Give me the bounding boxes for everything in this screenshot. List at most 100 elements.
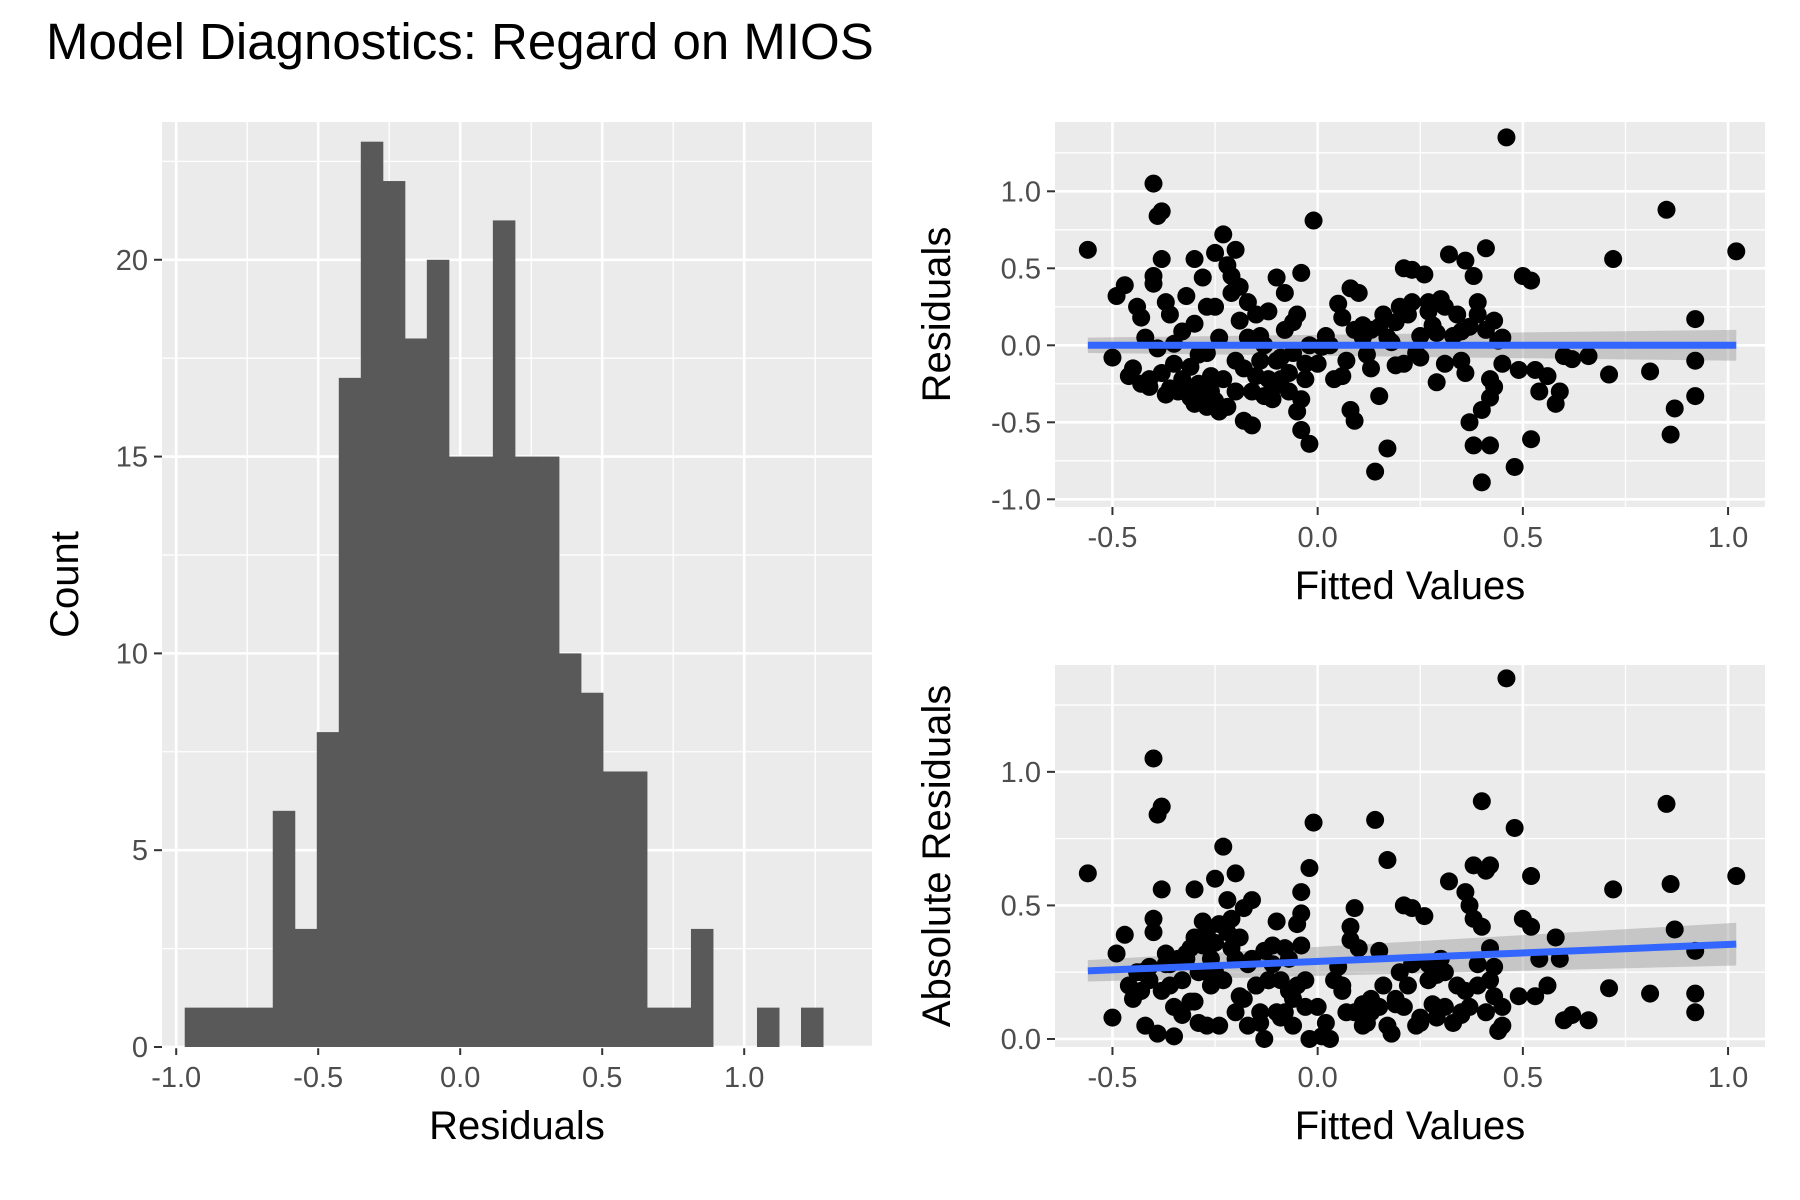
data-point bbox=[1579, 347, 1598, 366]
data-point bbox=[1600, 979, 1619, 998]
y-axis-title: Count bbox=[43, 531, 87, 638]
data-point bbox=[1333, 367, 1352, 386]
data-point bbox=[1296, 997, 1315, 1016]
data-point bbox=[1259, 971, 1278, 990]
x-tick-label: 1.0 bbox=[1708, 522, 1748, 554]
data-point bbox=[1300, 1029, 1319, 1048]
residual-histogram: -1.0 -0.5 0.0 0.5 1.0 0 5 10 15 20 Residuals Count bbox=[43, 122, 872, 1148]
data-point bbox=[1308, 997, 1327, 1016]
fit-line bbox=[1087, 940, 1737, 975]
data-point bbox=[1456, 364, 1475, 383]
data-point bbox=[1657, 200, 1676, 219]
data-point bbox=[1218, 397, 1237, 416]
data-point bbox=[1349, 283, 1368, 302]
data-point bbox=[1263, 936, 1282, 955]
data-point bbox=[1538, 976, 1557, 995]
y-tick-label: 0.5 bbox=[1001, 253, 1041, 285]
histogram-bar bbox=[206, 1007, 230, 1047]
data-point bbox=[1152, 250, 1171, 269]
data-point bbox=[1214, 837, 1233, 856]
data-point bbox=[1292, 936, 1311, 955]
data-point bbox=[1300, 434, 1319, 453]
x-tick-label: -0.5 bbox=[293, 1062, 343, 1094]
data-point bbox=[1288, 305, 1307, 324]
histogram-bar bbox=[316, 732, 340, 1047]
data-point bbox=[1370, 387, 1389, 406]
x-tick-label: 1.0 bbox=[724, 1062, 764, 1094]
y-tick-label: 5 bbox=[132, 835, 148, 867]
data-point bbox=[1439, 245, 1458, 264]
x-tick-label: 1.0 bbox=[1708, 1062, 1748, 1094]
histogram-bar bbox=[558, 653, 582, 1047]
data-point bbox=[1472, 473, 1491, 492]
data-point bbox=[1275, 1003, 1294, 1022]
data-point bbox=[1481, 436, 1500, 455]
data-point bbox=[1144, 923, 1163, 942]
data-point bbox=[1259, 370, 1278, 389]
data-point bbox=[1374, 976, 1393, 995]
data-point bbox=[1526, 987, 1545, 1006]
histogram-bar bbox=[338, 377, 362, 1047]
data-point bbox=[1427, 323, 1446, 342]
data-point bbox=[1284, 1016, 1303, 1035]
data-point bbox=[1661, 425, 1680, 444]
data-point bbox=[1333, 308, 1352, 327]
data-point bbox=[1288, 976, 1307, 995]
histogram-bar bbox=[646, 1007, 670, 1047]
data-point bbox=[1267, 351, 1286, 370]
histogram-bar bbox=[360, 141, 384, 1047]
data-point bbox=[1296, 354, 1315, 373]
data-point bbox=[1292, 263, 1311, 282]
data-point bbox=[1394, 354, 1413, 373]
data-point bbox=[1345, 899, 1364, 918]
data-point bbox=[1362, 359, 1381, 378]
data-point bbox=[1214, 971, 1233, 990]
data-point bbox=[1427, 1008, 1446, 1027]
x-tick-label: 0.5 bbox=[1503, 1062, 1543, 1094]
y-tick-label: 1.0 bbox=[1001, 757, 1041, 789]
data-point bbox=[1386, 313, 1405, 332]
data-point bbox=[1464, 267, 1483, 285]
data-point bbox=[1247, 305, 1266, 324]
y-tick-label: -1.0 bbox=[991, 484, 1041, 516]
data-point bbox=[1394, 997, 1413, 1016]
data-point bbox=[1107, 944, 1126, 963]
data-point bbox=[1641, 984, 1660, 1003]
data-point bbox=[1485, 311, 1504, 330]
data-point bbox=[1296, 370, 1315, 389]
data-point bbox=[1152, 364, 1171, 383]
x-axis-title: Residuals bbox=[429, 1104, 605, 1148]
data-point bbox=[1300, 859, 1319, 878]
data-point bbox=[1292, 421, 1311, 439]
data-point bbox=[1493, 1016, 1512, 1035]
data-point bbox=[1148, 1024, 1167, 1043]
data-point bbox=[1419, 971, 1438, 990]
data-point bbox=[1144, 909, 1163, 928]
data-point bbox=[1476, 1003, 1495, 1022]
data-point bbox=[1152, 797, 1171, 816]
data-point bbox=[1357, 345, 1376, 364]
absolute-residuals-vs-fitted-plot: -0.5 0.0 0.5 1.0 0.0 0.5 1.0 Fitted Values Absol… bbox=[915, 665, 1765, 1148]
data-point bbox=[1460, 413, 1479, 432]
data-point bbox=[1173, 1005, 1192, 1024]
histogram-bar bbox=[756, 1007, 780, 1047]
data-point bbox=[1493, 354, 1512, 373]
histogram-bar bbox=[184, 1007, 208, 1047]
data-point bbox=[1316, 1013, 1335, 1032]
x-axis-title: Fitted Values bbox=[1295, 1104, 1526, 1148]
y-tick-label: 0.0 bbox=[1001, 1024, 1041, 1056]
data-point bbox=[1251, 351, 1270, 370]
data-point bbox=[1686, 387, 1705, 406]
x-tick-label: 0.5 bbox=[582, 1062, 622, 1094]
data-point bbox=[1308, 354, 1327, 373]
data-point bbox=[1275, 283, 1294, 302]
x-tick-label: -0.5 bbox=[1087, 522, 1137, 554]
x-tick-label: 0.0 bbox=[1297, 522, 1337, 554]
histogram-bar bbox=[448, 456, 472, 1047]
y-tick-label: 1.0 bbox=[1001, 176, 1041, 208]
data-point bbox=[1181, 357, 1200, 376]
data-point bbox=[1234, 989, 1253, 1008]
data-point bbox=[1398, 976, 1417, 995]
y-tick-label: -0.5 bbox=[991, 407, 1041, 439]
data-point bbox=[1727, 242, 1746, 261]
